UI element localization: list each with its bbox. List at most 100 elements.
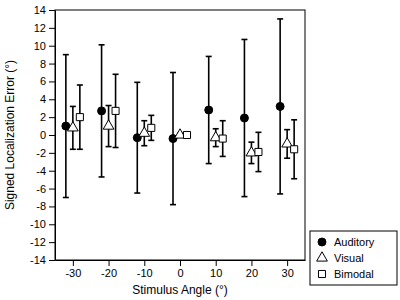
error-bar-cap (148, 115, 154, 117)
error-bar-cap (220, 156, 226, 158)
y-tick-mark (49, 135, 55, 136)
x-tick-mark (109, 260, 110, 266)
error-bar (134, 82, 140, 193)
error-bar-cap (77, 84, 83, 86)
series (76, 74, 297, 178)
error-bar-cap (284, 129, 290, 131)
error-bar-cap (206, 56, 212, 58)
x-tick: 10 (210, 260, 222, 279)
y-axis: -14 -12 -10 -8 -6 -4 -2 0 2 4 6 8 10 12 14 (30, 4, 55, 266)
error-bar-cap (255, 171, 261, 173)
y-tick: 4 (40, 93, 55, 105)
error-bar-cap (99, 44, 105, 46)
y-tick-label: -8 (36, 200, 46, 212)
error-bar-cap (113, 73, 119, 75)
y-tick: 10 (34, 40, 55, 52)
error-bar (220, 121, 226, 157)
y-tick-label: -10 (30, 218, 46, 230)
x-tick-label: 20 (246, 267, 258, 279)
y-tick: 14 (34, 4, 55, 16)
error-bar-cap (277, 18, 283, 20)
x-tick-label: 10 (210, 267, 222, 279)
x-tick-label: -30 (65, 267, 81, 279)
y-tick: -12 (30, 236, 55, 248)
y-tick-label: -12 (30, 236, 46, 248)
data-marks (62, 19, 298, 205)
x-axis: -30-20-100102030 (56, 260, 306, 279)
x-tick: -20 (101, 260, 117, 279)
y-tick-mark (49, 224, 55, 225)
legend-label: Auditory (334, 236, 375, 248)
legend-label: Visual (334, 252, 364, 264)
y-tick-mark (49, 81, 55, 82)
y-tick-label: -2 (36, 147, 46, 159)
y-tick: 2 (40, 111, 55, 123)
y-tick: 0 (40, 129, 55, 141)
y-tick-label: 4 (40, 93, 46, 105)
y-tick-mark (49, 99, 55, 100)
y-tick: -14 (30, 254, 55, 266)
error-bar-cap (99, 176, 105, 178)
y-tick: 8 (40, 58, 55, 70)
error-bar (291, 120, 297, 179)
error-bar-cap (213, 146, 219, 148)
plot-frame (55, 10, 305, 260)
error-bar (277, 19, 283, 194)
error-bar-cap (248, 141, 254, 143)
error-bar (99, 45, 105, 177)
y-tick-label: 0 (40, 129, 46, 141)
x-tick-mark (251, 260, 252, 266)
y-tick-mark (49, 46, 55, 47)
legend: AuditoryVisualBimodal (310, 231, 397, 285)
x-axis-title: Stimulus Angle (°) (132, 283, 228, 297)
legend-symbol (317, 252, 328, 261)
y-tick: -4 (36, 165, 55, 177)
x-tick-mark (216, 260, 217, 266)
error-bar-cap (106, 105, 112, 107)
point (255, 148, 262, 155)
point (148, 124, 155, 131)
y-tick: -2 (36, 147, 55, 159)
y-tick: 6 (40, 75, 55, 87)
error-bar (255, 132, 261, 171)
y-tick-mark (49, 117, 55, 118)
series (62, 19, 284, 205)
y-tick: -10 (30, 218, 55, 230)
x-tick: -10 (137, 260, 153, 279)
error-bar-cap (255, 132, 261, 134)
point (205, 106, 213, 114)
y-tick-mark (49, 10, 55, 11)
y-tick-mark (49, 260, 55, 261)
y-tick-label: 6 (40, 75, 46, 87)
y-tick-mark (49, 171, 55, 172)
error-bar (184, 132, 190, 137)
error-bar-cap (213, 128, 219, 130)
point (276, 102, 284, 110)
x-tick: 0 (177, 260, 183, 279)
point (76, 114, 83, 121)
y-tick-label: -6 (36, 183, 46, 195)
point (219, 135, 226, 142)
error-bar (113, 74, 119, 147)
error-bar (63, 55, 69, 198)
error-bar-cap (134, 192, 140, 194)
y-axis-line (55, 11, 56, 261)
error-bar-cap (291, 178, 297, 180)
error-bar-cap (141, 145, 147, 147)
x-tick: 20 (246, 260, 258, 279)
plot: -30-20-100102030-14-12-10-8-6-4-20246810… (30, 4, 305, 279)
y-tick-mark (49, 28, 55, 29)
error-bar-cap (77, 148, 83, 150)
y-tick-mark (49, 153, 55, 154)
error-bar-cap (206, 163, 212, 165)
error-bar (148, 115, 154, 140)
point (291, 146, 298, 153)
y-tick-label: 2 (40, 111, 46, 123)
error-bar-cap (170, 72, 176, 74)
error-bar-cap (106, 146, 112, 148)
y-tick: 12 (34, 22, 55, 34)
point (183, 131, 190, 138)
legend-box (310, 231, 397, 285)
y-tick-label: 14 (34, 4, 46, 16)
chart: -30-20-100102030-14-12-10-8-6-4-20246810… (0, 0, 400, 300)
